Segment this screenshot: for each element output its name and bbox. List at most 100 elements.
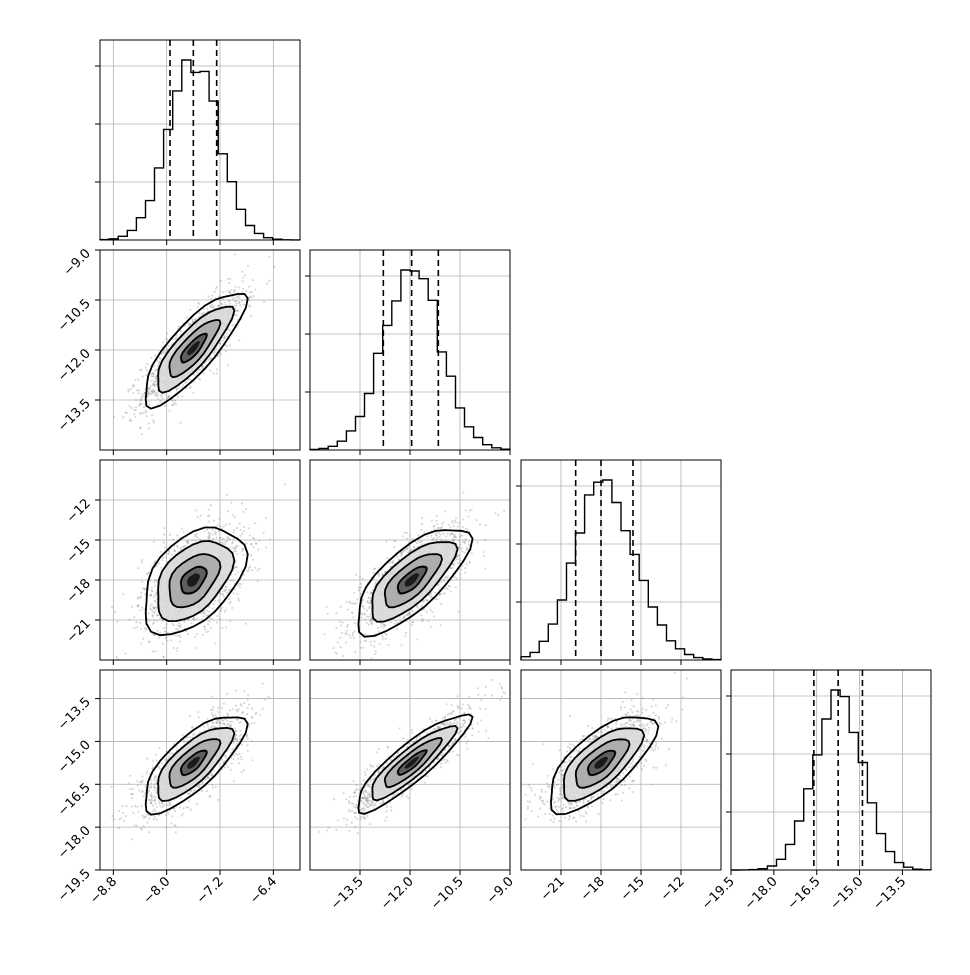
scatter-point bbox=[440, 624, 442, 626]
scatter-point bbox=[178, 635, 180, 637]
scatter-point bbox=[373, 640, 375, 642]
scatter-point bbox=[435, 598, 437, 600]
scatter-point bbox=[494, 512, 496, 514]
scatter-point bbox=[406, 532, 408, 534]
scatter-point bbox=[352, 632, 354, 634]
scatter-point bbox=[162, 557, 164, 559]
scatter-point bbox=[337, 666, 339, 668]
scatter-point bbox=[441, 526, 443, 528]
scatter-point bbox=[194, 636, 196, 638]
scatter-point bbox=[122, 593, 124, 595]
scatter-point bbox=[154, 594, 156, 596]
scatter-point bbox=[248, 299, 250, 301]
scatter-panel-2-0 bbox=[100, 460, 300, 660]
scatter-point bbox=[236, 718, 238, 720]
scatter-point bbox=[359, 641, 361, 643]
scatter-point bbox=[385, 638, 387, 640]
scatter-point bbox=[450, 590, 452, 592]
scatter-point bbox=[139, 413, 141, 415]
scatter-point bbox=[155, 803, 157, 805]
scatter-point bbox=[409, 535, 411, 537]
scatter-point bbox=[503, 510, 505, 512]
scatter-point bbox=[135, 406, 137, 408]
scatter-point bbox=[337, 641, 339, 643]
scatter-point bbox=[135, 399, 137, 401]
scatter-point bbox=[140, 628, 142, 630]
scatter-point bbox=[404, 635, 406, 637]
scatter-point bbox=[325, 606, 327, 608]
scatter-point bbox=[216, 373, 218, 375]
scatter-point bbox=[234, 573, 236, 575]
hist-panel-0 bbox=[95, 40, 300, 240]
scatter-point bbox=[207, 359, 209, 361]
scatter-point bbox=[142, 393, 144, 395]
scatter-point bbox=[252, 546, 254, 548]
scatter-point bbox=[225, 350, 227, 352]
scatter-point bbox=[216, 524, 218, 526]
scatter-point bbox=[149, 641, 151, 643]
scatter-point bbox=[422, 601, 424, 603]
hist-panel-1 bbox=[305, 250, 510, 450]
scatter-point bbox=[452, 538, 454, 540]
scatter-point bbox=[225, 609, 227, 611]
scatter-point bbox=[153, 596, 155, 598]
scatter-point bbox=[140, 592, 142, 594]
scatter-point bbox=[180, 547, 182, 549]
scatter-point bbox=[345, 641, 347, 643]
scatter-point bbox=[455, 521, 457, 523]
scatter-point bbox=[483, 555, 485, 557]
scatter-point bbox=[242, 288, 244, 290]
scatter-point bbox=[237, 584, 239, 586]
scatter-point bbox=[347, 608, 349, 610]
scatter-point bbox=[234, 314, 236, 316]
scatter-point bbox=[158, 562, 160, 564]
scatter-point bbox=[459, 560, 461, 562]
scatter-point bbox=[209, 617, 211, 619]
scatter-point bbox=[201, 313, 203, 315]
scatter-point bbox=[248, 527, 250, 529]
scatter-point bbox=[242, 554, 244, 556]
scatter-point bbox=[206, 610, 208, 612]
scatter-point bbox=[132, 812, 134, 814]
scatter-point bbox=[199, 378, 201, 380]
scatter-point bbox=[228, 328, 230, 330]
scatter-point bbox=[249, 534, 251, 536]
scatter-point bbox=[146, 415, 148, 417]
scatter-point bbox=[161, 619, 163, 621]
scatter-point bbox=[254, 567, 256, 569]
scatter-point bbox=[430, 535, 432, 537]
scatter-point bbox=[219, 342, 221, 344]
scatter-point bbox=[216, 615, 218, 617]
scatter-point bbox=[447, 533, 449, 535]
scatter-point bbox=[358, 590, 360, 592]
scatter-point bbox=[199, 368, 201, 370]
scatter-point bbox=[219, 618, 221, 620]
scatter-point bbox=[227, 299, 229, 301]
scatter-point bbox=[407, 613, 409, 615]
scatter-point bbox=[476, 541, 478, 543]
scatter-point bbox=[137, 605, 139, 607]
scatter-point bbox=[236, 593, 238, 595]
scatter-point bbox=[118, 810, 120, 812]
scatter-point bbox=[250, 543, 252, 545]
scatter-point bbox=[241, 271, 243, 273]
scatter-point bbox=[111, 606, 113, 608]
scatter-point bbox=[358, 587, 360, 589]
scatter-point bbox=[255, 543, 257, 545]
scatter-point bbox=[222, 340, 224, 342]
scatter-point bbox=[360, 586, 362, 588]
scatter-point bbox=[229, 523, 231, 525]
scatter-point bbox=[462, 492, 464, 494]
scatter-point bbox=[146, 369, 148, 371]
scatter-point bbox=[139, 597, 141, 599]
scatter-point bbox=[444, 510, 446, 512]
scatter-points-1-0 bbox=[90, 253, 276, 458]
scatter-point bbox=[230, 502, 232, 504]
scatter-point bbox=[240, 529, 242, 531]
scatter-point bbox=[181, 395, 183, 397]
scatter-point bbox=[132, 392, 134, 394]
scatter-point bbox=[194, 540, 196, 542]
scatter-point bbox=[164, 405, 166, 407]
scatter-point bbox=[426, 535, 428, 537]
scatter-point bbox=[137, 597, 139, 599]
